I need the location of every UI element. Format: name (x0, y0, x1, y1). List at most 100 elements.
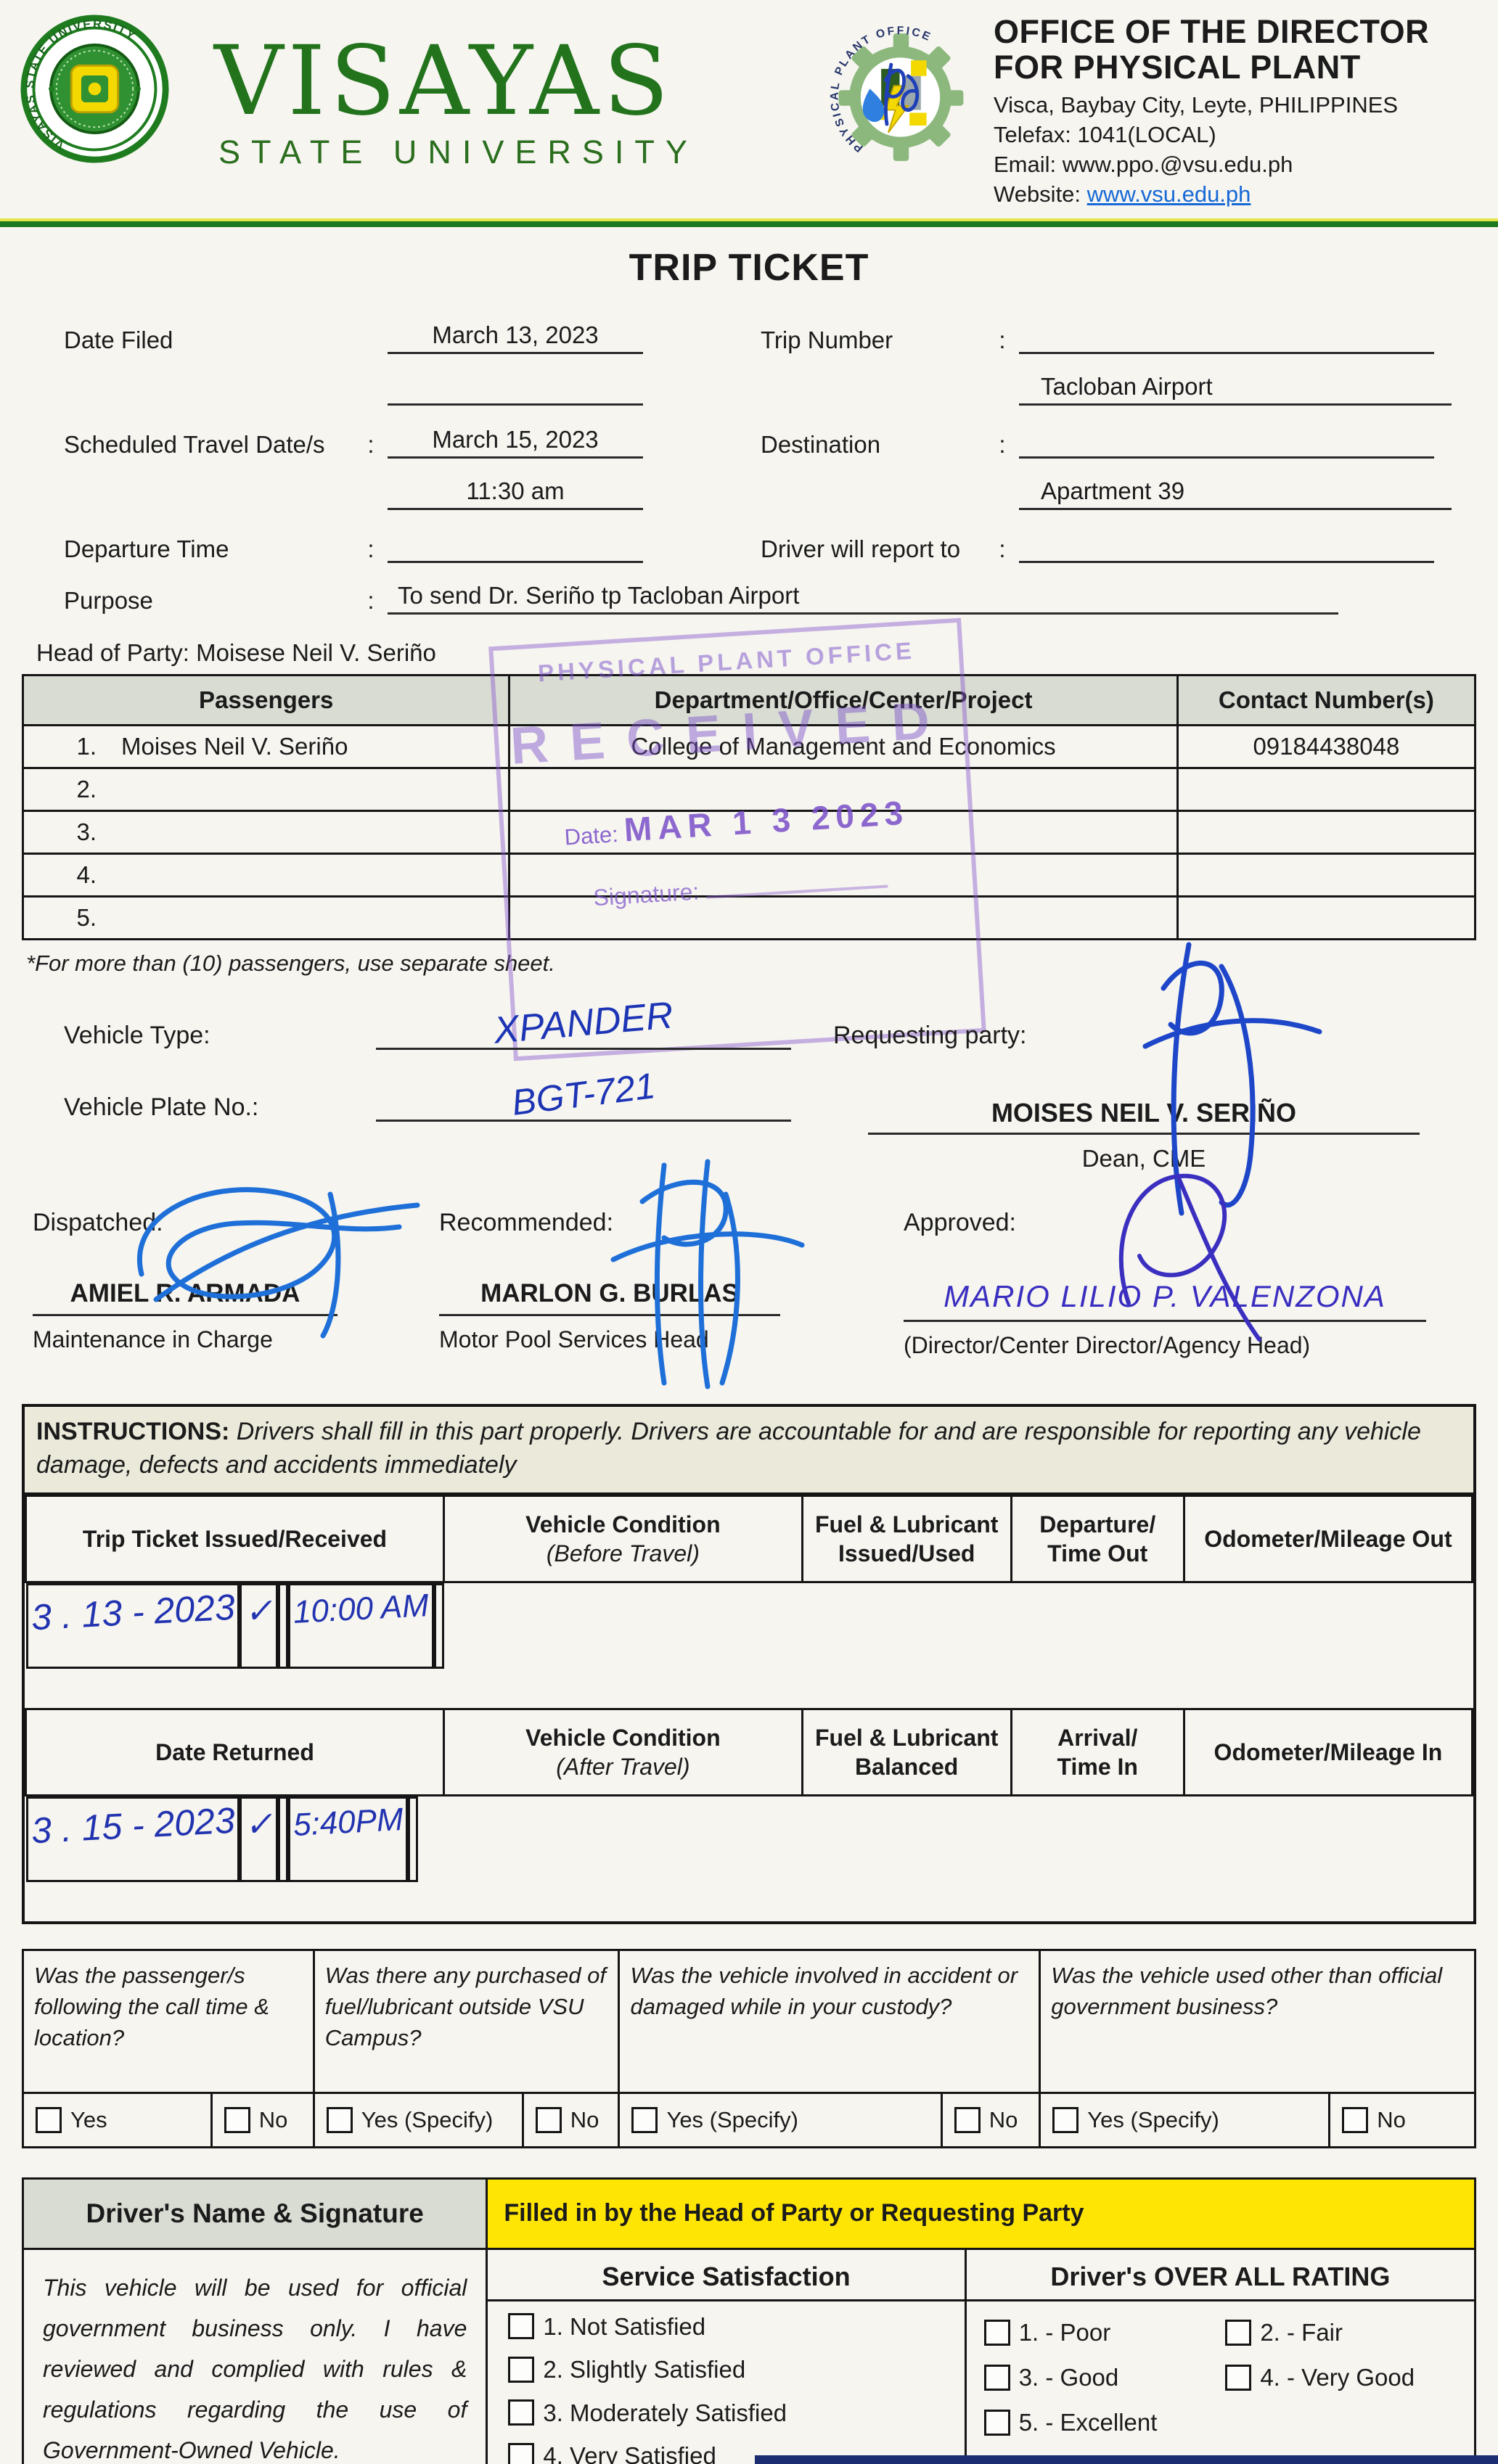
dispatched-role: Maintenance in Charge (33, 1326, 273, 1352)
email-label: Email: (994, 152, 1057, 177)
header-divider (0, 218, 1498, 227)
field-driver-report: Driver will report to : Apartment 39 (761, 477, 1454, 563)
question-text: Was the vehicle used other than official… (1041, 1951, 1474, 2094)
passenger-contact: 09184438048 (1176, 723, 1477, 769)
office-text: OFFICE OF THE DIRECTOR FOR PHYSICAL PLAN… (994, 13, 1458, 210)
fuel-used-header: Fuel & Lubricant Issued/Used (801, 1494, 1012, 1583)
driver-report-value: Apartment 39 (1019, 477, 1452, 510)
table-row: 2. (21, 766, 1477, 812)
rating-label: 2. - Fair (1260, 2318, 1343, 2346)
yes-label: Yes (Specify) (361, 2106, 494, 2132)
yes-label: Yes (70, 2106, 107, 2132)
destination-value: Tacloban Airport (1019, 373, 1452, 406)
destination-label: Destination (761, 430, 881, 458)
scheduled-blank-line (388, 373, 643, 406)
office-website-row: Website: www.vsu.edu.ph (994, 180, 1458, 210)
passenger-dept (508, 895, 1179, 940)
odometer-out-value (433, 1582, 444, 1669)
rating-checkbox (1225, 2319, 1252, 2346)
driver-report-blank-line (1019, 530, 1434, 563)
colon: : (367, 535, 374, 562)
driver-questions: Was the passenger/s following the call t… (22, 1948, 1476, 2148)
odometer-in-header: Odometer/Mileage In (1182, 1707, 1474, 1796)
destination-blank-line (1019, 426, 1434, 459)
approved-label: Approved: (904, 1208, 1016, 1236)
recommended-label: Recommended: (439, 1208, 614, 1236)
dispatched-name: AMIEL R. ARMADA (33, 1279, 337, 1316)
condition-after-header: Vehicle Condition (After Travel) (443, 1707, 803, 1796)
service-checkbox (508, 2356, 535, 2383)
odometer-out-header: Odometer/Mileage Out (1182, 1494, 1474, 1583)
field-scheduled-travel: Scheduled Travel Date/s : March 15, 2023 (64, 373, 761, 459)
office-email-row: Email: www.ppo.@vsu.edu.ph (994, 150, 1458, 180)
approvals-row: Dispatched: AMIEL R. ARMADA Maintenance … (0, 1159, 1498, 1389)
rating-label: 5. - Excellent (1018, 2408, 1158, 2436)
website-link[interactable]: www.vsu.edu.ph (1086, 181, 1251, 207)
question-text: Was there any purchased of fuel/lubrican… (314, 1951, 618, 2094)
yes-checkbox (1052, 2106, 1079, 2133)
service-satisfaction-title: Service Satisfaction (488, 2250, 965, 2301)
service-option: 2. Slightly Satisfied (488, 2344, 964, 2388)
date-filed-label: Date Filed (64, 326, 173, 353)
issued-header: Trip Ticket Issued/Received (24, 1494, 446, 1583)
condition-before-check: ✓ (243, 1590, 274, 1630)
vehicle-requesting-section: Vehicle Type: XPANDER Vehicle Plate No.:… (0, 942, 1498, 1216)
passenger-contact (1176, 852, 1477, 898)
question-accident: Was the vehicle involved in accident or … (618, 1950, 1039, 2146)
university-wordmark: VISAYAS STATE UNIVERSITY (214, 33, 698, 171)
field-vehicle-plate: Vehicle Plate No.: BGT-721 (64, 1065, 833, 1123)
departure-time-label: Departure Time (64, 535, 229, 562)
departure-time-handwritten: 10:00 AM (292, 1587, 430, 1630)
field-date-filed: Date Filed March 13, 2023 (64, 321, 761, 354)
rating-label: 4. - Very Good (1260, 2363, 1415, 2391)
yes-label: Yes (Specify) (666, 2106, 798, 2132)
overall-rating-title: Driver's OVER ALL RATING (966, 2250, 1474, 2301)
driver-section: Driver's Name & Signature Filled in by t… (22, 2177, 1476, 2464)
office-title-line2: FOR PHYSICAL PLANT (994, 48, 1361, 86)
email-value: www.ppo.@vsu.edu.ph (1062, 152, 1293, 177)
yes-label: Yes (Specify) (1087, 2106, 1219, 2132)
approved-name: MARIO LILIO P. VALENZONA (904, 1279, 1426, 1322)
rating-option: 2. - Fair (1225, 2310, 1467, 2355)
approved-block: Approved: MARIO LILIO P. VALENZONA (Dire… (904, 1173, 1465, 1359)
arrival-header: Arrival/Time In (1010, 1707, 1185, 1796)
service-option-label: 4. Very Satisfied (543, 2442, 716, 2464)
scan-edge-strip (755, 2455, 1498, 2464)
head-of-party: Head of Party: Moisese Neil V. Seriño (36, 638, 436, 666)
condition-after-check: ✓ (243, 1804, 274, 1844)
no-label: No (1377, 2106, 1406, 2132)
returned-date-handwritten: 3 . 15 - 2023 (30, 1799, 236, 1851)
recommended-signature (610, 1159, 805, 1389)
colon: : (999, 326, 1006, 353)
recommended-block: Recommended: MARLON G. BURLAS Motor Pool… (439, 1159, 904, 1389)
question-text: Was the vehicle involved in accident or … (620, 1951, 1039, 2094)
table-row: 3. (21, 809, 1477, 855)
col-passengers: Passengers (21, 673, 511, 726)
purpose-label: Purpose (64, 586, 153, 614)
instructions-text: INSTRUCTIONS: Drivers shall fill in this… (25, 1406, 1473, 1495)
log-header-row-out: Trip Ticket Issued/Received Vehicle Cond… (24, 1494, 1474, 1583)
field-vehicle-type: Vehicle Type: XPANDER (64, 994, 833, 1051)
passenger-name: Moises Neil V. Seriño (121, 732, 348, 760)
service-option: 3. Moderately Satisfied (488, 2388, 964, 2431)
passenger-dept (508, 852, 1179, 898)
rating-comments-column: Driver's OVER ALL RATING 1. - Poor 2. - … (966, 2250, 1474, 2464)
driver-name-signature-header: Driver's Name & Signature (24, 2179, 488, 2248)
passengers-header-row: Passengers Department/Office/Center/Proj… (21, 673, 1477, 726)
service-option-label: 2. Slightly Satisfied (543, 2356, 746, 2383)
filled-by-banner: Filled in by the Head of Party or Reques… (488, 2179, 1474, 2248)
office-address: Visca, Baybay City, Leyte, PHILIPPINES (994, 92, 1399, 118)
no-label: No (570, 2106, 599, 2132)
no-checkbox (535, 2106, 562, 2133)
requesting-party-block: Requesting party: MOISES NEIL V. SERIÑO … (833, 942, 1454, 1216)
passengers-table: Passengers Department/Office/Center/Proj… (21, 673, 1477, 940)
office-title-line1: OFFICE OF THE DIRECTOR (994, 13, 1430, 50)
website-label: Website: (994, 181, 1081, 207)
col-department: Department/Office/Center/Project (508, 673, 1179, 726)
no-label: No (989, 2106, 1018, 2132)
row-number: 1. (76, 732, 97, 760)
trip-number-blank-line (1019, 321, 1434, 354)
table-row: 1. Moises Neil V. Seriño College of Manag… (21, 723, 1477, 769)
rating-label: 3. - Good (1018, 2363, 1119, 2391)
passenger-contact (1176, 809, 1477, 855)
